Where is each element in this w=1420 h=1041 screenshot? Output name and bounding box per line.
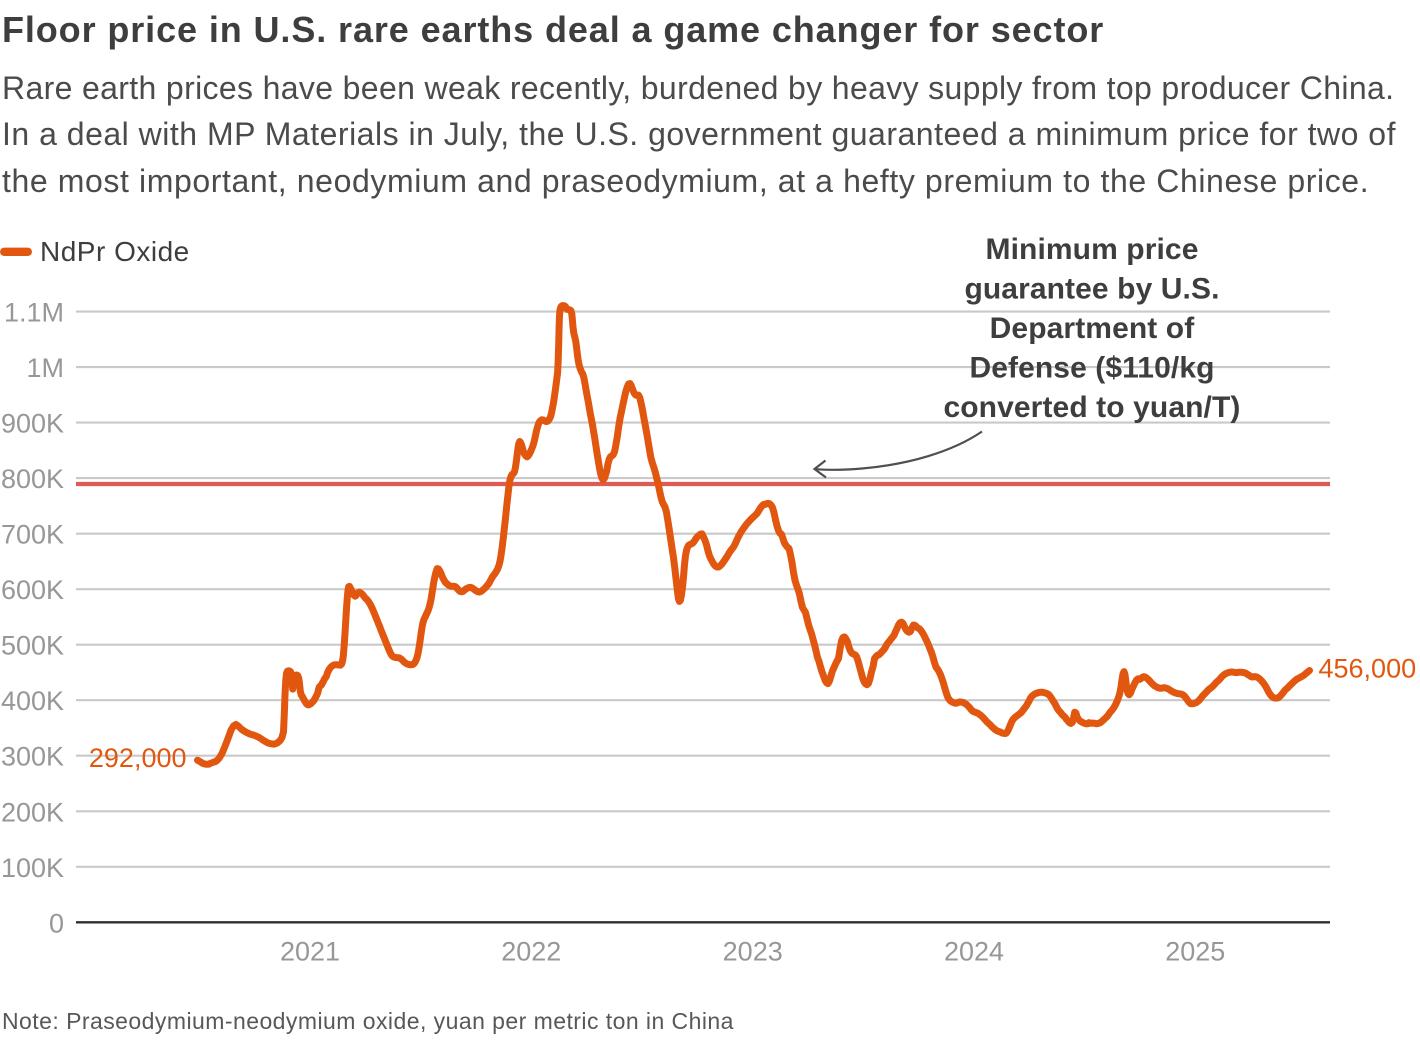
svg-text:In a deal with MP Materials in: In a deal with MP Materials in July, the… (2, 116, 1396, 152)
svg-text:Rare earth prices have been we: Rare earth prices have been weak recentl… (2, 70, 1394, 106)
svg-text:100K: 100K (1, 853, 64, 883)
svg-text:0: 0 (49, 908, 64, 938)
svg-text:2022: 2022 (501, 937, 561, 967)
svg-text:200K: 200K (1, 797, 64, 827)
svg-text:456,000: 456,000 (1319, 654, 1417, 684)
svg-text:800K: 800K (1, 464, 64, 494)
svg-text:NdPr Oxide: NdPr Oxide (40, 236, 190, 267)
svg-text:700K: 700K (1, 520, 64, 550)
svg-text:292,000: 292,000 (89, 743, 187, 773)
svg-text:Defense ($110/kg: Defense ($110/kg (969, 352, 1214, 385)
svg-text:2025: 2025 (1165, 937, 1225, 967)
svg-text:guarantee by U.S.: guarantee by U.S. (964, 273, 1219, 306)
svg-text:2024: 2024 (944, 937, 1004, 967)
svg-text:the most important, neodymium: the most important, neodymium and praseo… (2, 163, 1369, 199)
svg-text:Department of: Department of (990, 312, 1196, 345)
svg-text:Minimum price: Minimum price (986, 233, 1199, 266)
svg-text:400K: 400K (1, 686, 64, 716)
svg-text:500K: 500K (1, 631, 64, 661)
svg-text:2021: 2021 (280, 937, 340, 967)
svg-text:1M: 1M (26, 353, 64, 383)
svg-text:600K: 600K (1, 575, 64, 605)
svg-text:1.1M: 1.1M (4, 298, 64, 328)
svg-text:300K: 300K (1, 742, 64, 772)
svg-text:converted to yuan/T): converted to yuan/T) (943, 391, 1240, 424)
svg-text:2023: 2023 (723, 937, 783, 967)
svg-text:Floor price in U.S. rare earth: Floor price in U.S. rare earths deal a g… (2, 9, 1104, 50)
svg-text:900K: 900K (1, 409, 64, 439)
svg-text:Note: Praseodymium-neodymium o: Note: Praseodymium-neodymium oxide, yuan… (2, 1008, 734, 1034)
